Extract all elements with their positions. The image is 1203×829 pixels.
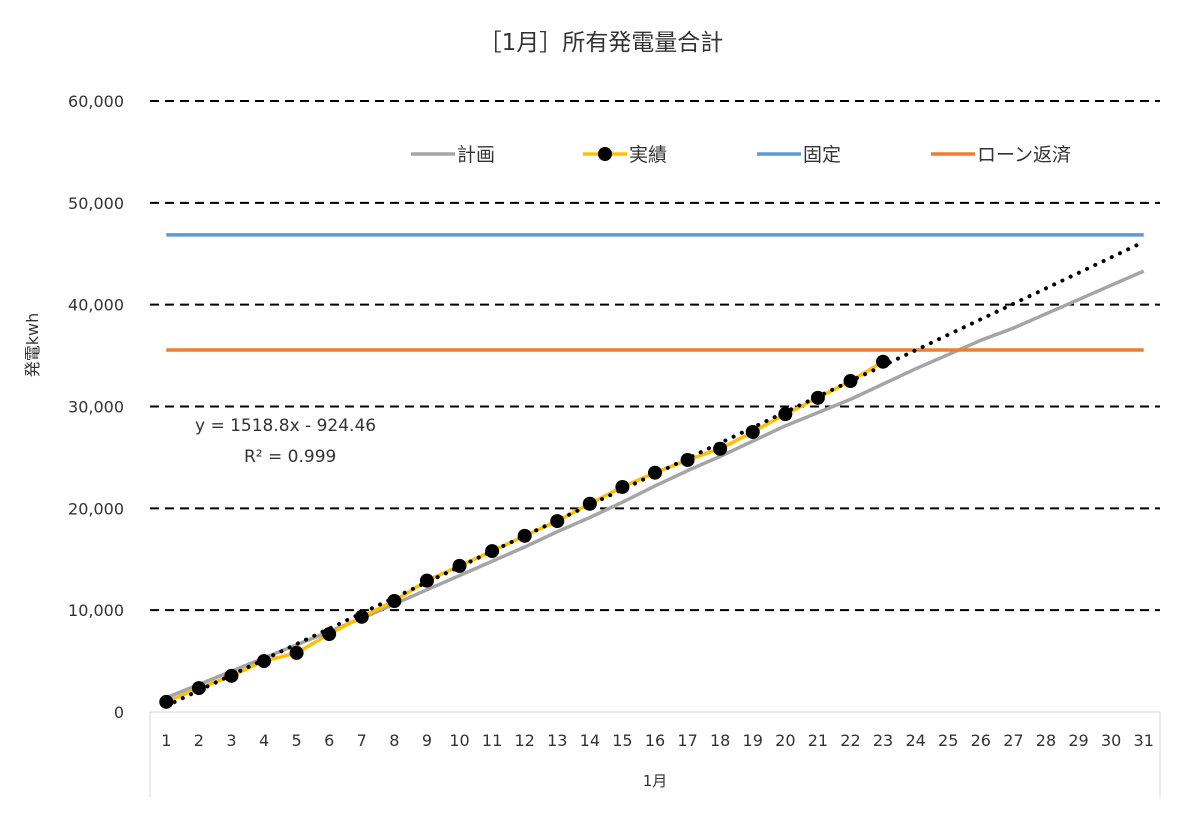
data-point (778, 407, 793, 422)
x-tick-label: 5 (292, 731, 302, 750)
y-tick-label: 30,000 (68, 398, 124, 417)
legend-label: 計画 (457, 144, 495, 166)
x-tick-label: 27 (1003, 731, 1023, 750)
x-tick-label: 9 (422, 731, 432, 750)
x-tick-label: 24 (905, 731, 925, 750)
x-tick-label: 25 (938, 731, 958, 750)
data-point (289, 645, 304, 660)
trendline-equation: y = 1518.8x - 924.46 (195, 416, 376, 436)
x-tick-label: 8 (389, 731, 399, 750)
x-tick-label: 28 (1036, 731, 1056, 750)
x-tick-label: 10 (449, 731, 469, 750)
x-tick-label: 3 (226, 731, 236, 750)
x-tick-label: 29 (1068, 731, 1088, 750)
x-tick-label: 20 (775, 731, 795, 750)
legend-label: 固定 (803, 144, 841, 166)
y-axis-label: 発電kwh (23, 313, 42, 378)
x-tick-label: 26 (971, 731, 991, 750)
x-tick-label: 16 (645, 731, 665, 750)
x-tick-label: 21 (808, 731, 828, 750)
x-tick-label: 2 (194, 731, 204, 750)
series-line-0 (165, 269, 1145, 700)
x-tick-label: 4 (259, 731, 269, 750)
chart-title: ［1月］所有発電量合計 (479, 30, 724, 56)
y-tick-label: 0 (114, 703, 124, 722)
x-tick-label: 22 (840, 731, 860, 750)
x-tick-label: 31 (1134, 731, 1154, 750)
x-tick-label: 13 (547, 731, 567, 750)
data-point (843, 374, 858, 389)
x-tick-label: 19 (743, 731, 763, 750)
data-point (191, 681, 206, 696)
y-tick-label: 50,000 (68, 194, 124, 213)
x-tick-label: 30 (1101, 731, 1121, 750)
data-point (322, 627, 337, 642)
x-tick-label: 1 (161, 731, 171, 750)
legend-label: ローン返済 (977, 144, 1071, 166)
x-tick-label: 18 (710, 731, 730, 750)
x-tick-label: 7 (357, 731, 367, 750)
data-point (159, 694, 174, 709)
data-point (810, 390, 825, 405)
x-tick-label: 17 (677, 731, 697, 750)
legend-label: 実績 (629, 144, 667, 166)
y-tick-label: 40,000 (68, 296, 124, 315)
x-tick-label: 6 (324, 731, 334, 750)
trendline (164, 239, 1146, 708)
data-point (745, 424, 760, 439)
data-point (876, 354, 891, 369)
y-tick-label: 60,000 (68, 92, 124, 111)
data-point (419, 573, 434, 588)
y-tick-label: 10,000 (68, 601, 124, 620)
legend-marker (598, 147, 612, 161)
y-tick-label: 20,000 (68, 499, 124, 518)
data-point (517, 528, 532, 543)
x-tick-label: 12 (514, 731, 534, 750)
data-point (257, 654, 272, 669)
x-axis-label: 1月 (643, 772, 668, 790)
x-tick-label: 23 (873, 731, 893, 750)
trendline-r-squared: R² = 0.999 (244, 447, 336, 467)
x-tick-label: 14 (580, 731, 600, 750)
data-point (485, 544, 500, 559)
x-tick-label: 11 (482, 731, 502, 750)
x-tick-label: 15 (612, 731, 632, 750)
